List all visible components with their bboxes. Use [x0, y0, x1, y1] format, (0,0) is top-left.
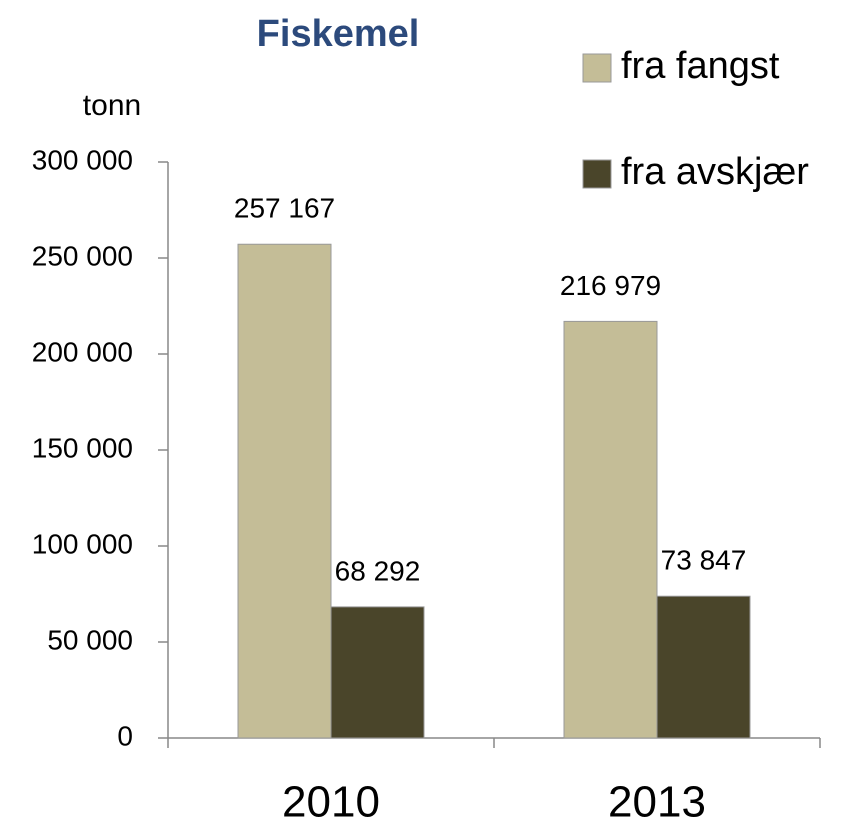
- legend-label: fra fangst: [621, 45, 780, 87]
- y-tick-label: 300 000: [32, 144, 133, 175]
- value-label: 216 979: [560, 270, 661, 301]
- y-tick-label: 50 000: [47, 624, 133, 655]
- y-tick-label: 0: [117, 720, 133, 751]
- legend-label: fra avskjær: [621, 151, 809, 193]
- chart-title: Fiskemel: [257, 13, 420, 55]
- y-tick-label: 250 000: [32, 240, 133, 271]
- value-label: 73 847: [661, 545, 747, 576]
- value-label: 257 167: [234, 193, 335, 224]
- y-tick-label: 150 000: [32, 432, 133, 463]
- legend-swatch: [582, 53, 612, 83]
- value-label: 68 292: [335, 555, 421, 586]
- x-tick-label: 2010: [282, 778, 380, 826]
- bar: [563, 320, 658, 739]
- y-tick-label: 200 000: [32, 336, 133, 367]
- y-tick-label: 100 000: [32, 528, 133, 559]
- bar: [330, 606, 425, 739]
- x-tick-label: 2013: [608, 778, 706, 826]
- y-axis-label: tonn: [83, 89, 141, 122]
- bar: [237, 243, 332, 739]
- legend-swatch: [582, 159, 612, 189]
- bar: [656, 595, 751, 739]
